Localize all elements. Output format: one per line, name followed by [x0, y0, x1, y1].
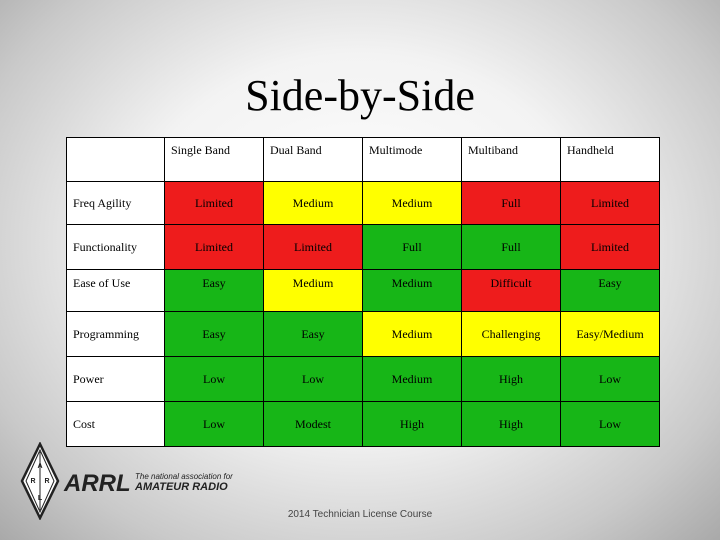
- footer-text: 2014 Technician License Course: [287, 509, 433, 520]
- row-label: Ease of Use: [66, 269, 165, 312]
- table-row: Power Low Low Medium High Low: [66, 356, 660, 402]
- svg-text:A: A: [37, 463, 42, 470]
- arrl-wordmark: ARRL: [64, 470, 131, 497]
- rating-cell: Limited: [164, 181, 264, 225]
- rating-cell: Modest: [263, 401, 363, 447]
- arrl-diamond-emblem-icon: A R R L: [20, 442, 60, 520]
- rating-cell: Challenging: [461, 311, 561, 357]
- rating-cell: Low: [263, 356, 363, 402]
- rating-cell: Limited: [164, 224, 264, 270]
- rating-cell: Full: [461, 181, 561, 225]
- rating-cell: Easy/Medium: [560, 311, 660, 357]
- column-header: Single Band: [164, 137, 264, 182]
- rating-cell: Easy: [164, 311, 264, 357]
- rating-cell: High: [461, 356, 561, 402]
- svg-text:R: R: [30, 478, 35, 485]
- rating-cell: Medium: [362, 181, 462, 225]
- rating-cell: Easy: [263, 311, 363, 357]
- rating-cell: Medium: [263, 181, 363, 225]
- rating-cell: Limited: [560, 181, 660, 225]
- arrl-tagline-bold: AMATEUR RADIO: [135, 481, 228, 493]
- arrl-logo: A R R L ARRL The national association fo…: [20, 442, 240, 520]
- table-row: Freq Agility Limited Medium Medium Full Limit…: [66, 181, 660, 225]
- rating-cell: Medium: [263, 269, 363, 312]
- row-label: Freq Agility: [66, 181, 165, 225]
- rating-cell: Limited: [560, 224, 660, 270]
- row-label: Cost: [66, 401, 165, 447]
- svg-text:L: L: [38, 495, 43, 502]
- arrl-tagline: The national association for: [135, 472, 233, 481]
- rating-cell: Low: [164, 356, 264, 402]
- rating-cell: High: [461, 401, 561, 447]
- rating-cell: Difficult: [461, 269, 561, 312]
- column-header: Handheld: [560, 137, 660, 182]
- rating-cell: Low: [560, 356, 660, 402]
- rating-cell: Medium: [362, 311, 462, 357]
- rating-cell: Full: [362, 224, 462, 270]
- rating-cell: Low: [560, 401, 660, 447]
- table-row: Programming Easy Easy Medium Challenging Easy…: [66, 311, 660, 357]
- slide-title: Side-by-Side: [245, 71, 475, 120]
- rating-cell: Easy: [560, 269, 660, 312]
- row-label: Functionality: [66, 224, 165, 270]
- rating-cell: Medium: [362, 356, 462, 402]
- table-row: Functionality Limited Limited Full Full Limit…: [66, 224, 660, 270]
- table-row: Ease of Use Easy Medium Medium Difficult Easy: [66, 269, 660, 312]
- row-label: Power: [66, 356, 165, 402]
- comparison-table: Single Band Dual Band Multimode Multiband Ha…: [66, 137, 660, 447]
- svg-text:R: R: [44, 478, 49, 485]
- rating-cell: Easy: [164, 269, 264, 312]
- column-header: Multiband: [461, 137, 561, 182]
- rating-cell: Low: [164, 401, 264, 447]
- rating-cell: Medium: [362, 269, 462, 312]
- table-corner-cell: [66, 137, 165, 182]
- column-header: Multimode: [362, 137, 462, 182]
- rating-cell: Limited: [263, 224, 363, 270]
- rating-cell: High: [362, 401, 462, 447]
- table-row: Cost Low Modest High High Low: [66, 401, 660, 447]
- row-label: Programming: [66, 311, 165, 357]
- column-header: Dual Band: [263, 137, 363, 182]
- rating-cell: Full: [461, 224, 561, 270]
